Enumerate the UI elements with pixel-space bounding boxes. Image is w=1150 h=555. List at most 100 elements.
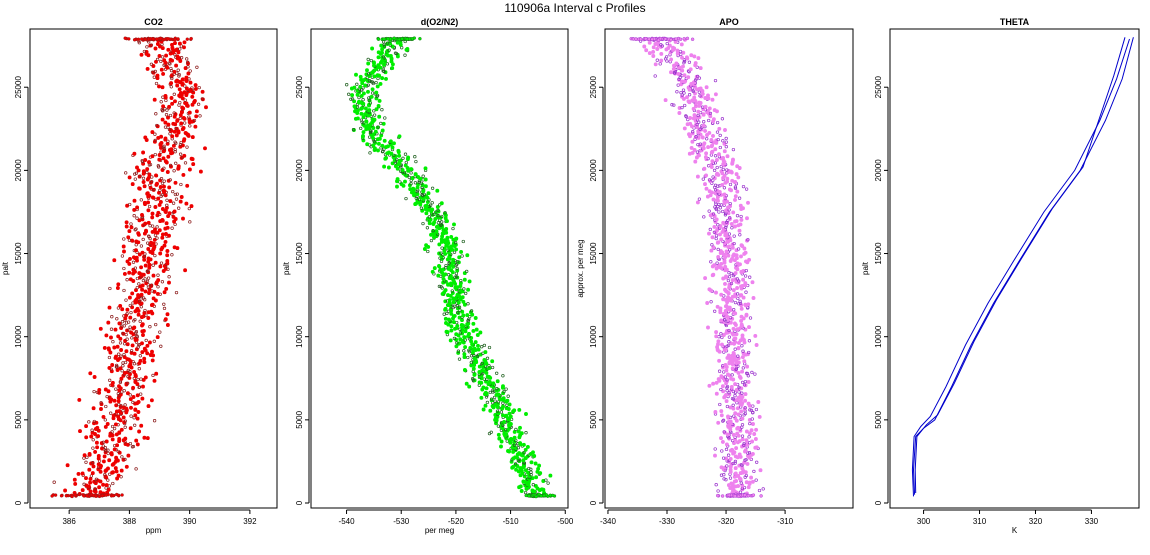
data-point (721, 209, 725, 214)
data-point (444, 227, 449, 231)
data-point (168, 57, 173, 62)
data-point (167, 61, 171, 65)
data-point (504, 406, 509, 411)
data-point (739, 243, 744, 248)
data-point (748, 275, 752, 279)
data-point (145, 269, 149, 274)
data-point (125, 391, 130, 396)
x-tick-label: -340 (600, 517, 617, 526)
data-point (382, 164, 387, 169)
data-point (449, 234, 454, 239)
x-tick-label: 390 (183, 517, 197, 526)
data-point (125, 307, 130, 312)
data-point (715, 261, 719, 265)
data-point (504, 413, 509, 418)
data-point (714, 202, 718, 206)
data-point (435, 188, 440, 193)
data-point (142, 184, 147, 189)
data-point (521, 479, 526, 484)
data-point (426, 191, 431, 196)
data-point (164, 98, 168, 103)
data-point (149, 398, 154, 403)
data-point (675, 90, 679, 94)
data-point (146, 276, 151, 280)
data-point (747, 257, 752, 262)
data-point (732, 414, 736, 418)
data-point (161, 104, 166, 109)
data-point (740, 423, 745, 427)
data-point (701, 177, 705, 181)
data-point (729, 341, 734, 346)
data-point (722, 241, 727, 246)
data-point (149, 283, 154, 287)
data-point (137, 252, 142, 257)
data-point (190, 94, 195, 99)
data-point (448, 307, 453, 312)
data-point (164, 113, 169, 117)
data-point (720, 342, 724, 347)
data-point (471, 328, 476, 333)
data-point (141, 180, 146, 184)
data-point (438, 267, 443, 272)
data-point (409, 182, 413, 186)
data-point (164, 286, 169, 291)
data-point (730, 396, 735, 401)
data-point (151, 263, 155, 267)
data-point (445, 235, 450, 240)
data-point (124, 171, 128, 175)
data-point (465, 269, 469, 274)
data-point (160, 217, 165, 222)
data-point (755, 460, 759, 464)
data-point (737, 390, 741, 394)
x-tick-label: 300 (917, 517, 931, 526)
data-point (135, 416, 140, 421)
data-point (744, 473, 748, 478)
data-point (142, 356, 147, 361)
y-tick-label: 15000 (295, 242, 304, 265)
data-point (184, 75, 189, 80)
data-point (748, 408, 752, 412)
data-point (718, 145, 722, 150)
data-point (530, 476, 535, 481)
data-point (158, 185, 163, 189)
data-point (459, 249, 464, 254)
data-point (179, 182, 183, 187)
data-point (146, 247, 151, 251)
data-point (689, 145, 694, 150)
data-point (509, 437, 513, 441)
data-point (94, 477, 99, 481)
data-point (133, 266, 138, 270)
data-point (724, 140, 728, 144)
data-point (140, 250, 145, 255)
data-point (135, 334, 139, 338)
data-point (718, 224, 723, 229)
data-point (732, 441, 736, 446)
data-point (425, 226, 430, 230)
data-point (180, 96, 185, 101)
data-point (166, 139, 170, 143)
data-point (495, 387, 499, 391)
data-point (739, 318, 744, 323)
data-point (487, 380, 492, 384)
data-point (382, 138, 387, 143)
data-point (718, 249, 723, 253)
data-point (122, 237, 126, 241)
data-point (372, 113, 377, 117)
data-point (388, 139, 393, 144)
data-point (120, 390, 124, 394)
y-tick-label: 0 (874, 500, 883, 505)
data-point (736, 345, 741, 350)
data-point (110, 363, 115, 367)
data-point (151, 296, 156, 301)
data-point (709, 248, 714, 253)
data-point (706, 145, 711, 150)
data-point (390, 66, 395, 71)
data-point (725, 176, 730, 181)
data-point (728, 216, 732, 220)
data-point (456, 260, 460, 264)
data-point (366, 89, 370, 94)
data-point (449, 328, 454, 333)
data-point (161, 108, 165, 113)
data-point (738, 233, 742, 237)
